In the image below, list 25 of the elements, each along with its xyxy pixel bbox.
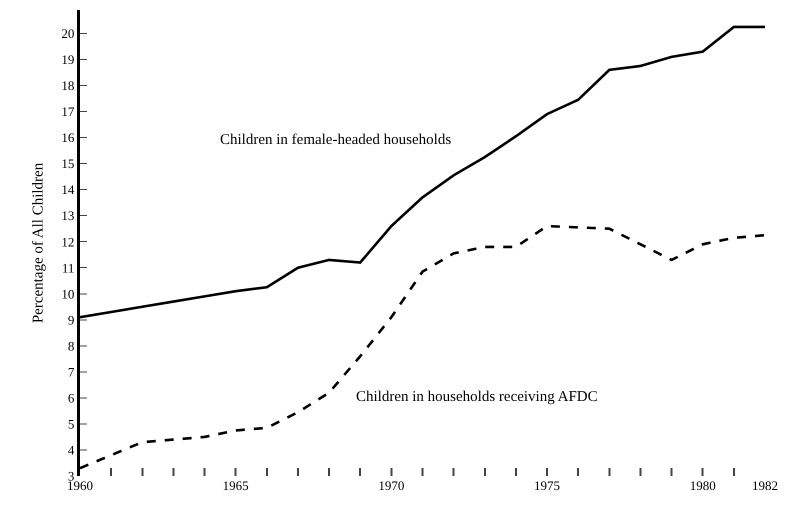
x-tick-label: 1965 [222,478,249,493]
x-tick-label: 1975 [534,478,560,493]
y-tick-label: 9 [68,312,74,328]
y-tick-label: 17 [61,104,75,120]
y-tick-label: 5 [68,416,74,432]
y-tick-label: 10 [61,286,74,302]
y-tick-label: 13 [61,208,74,224]
y-tick-label: 18 [61,78,74,94]
y-tick-label: 11 [62,260,74,276]
y-tick-label: 8 [68,338,74,354]
y-tick-label: 16 [61,130,75,146]
x-tick-label: 1982 [752,478,778,493]
y-tick-label: 12 [61,234,74,250]
y-tick-label: 19 [61,52,74,68]
x-tick-label: 1970 [378,478,404,493]
y-tick-label: 20 [61,26,74,41]
y-tick-label: 7 [68,364,75,380]
x-tick-label: 1980 [690,478,716,493]
y-tick-label: 6 [68,390,75,406]
y-tick-label: 4 [68,442,75,458]
y-tick-label: 15 [61,156,74,172]
series-label: Children in female-headed households [220,132,452,148]
series-label: Children in households receiving AFDC [356,389,598,405]
y-axis-title: Percentage of All Children [30,162,47,324]
y-tick-label: 14 [61,182,75,198]
